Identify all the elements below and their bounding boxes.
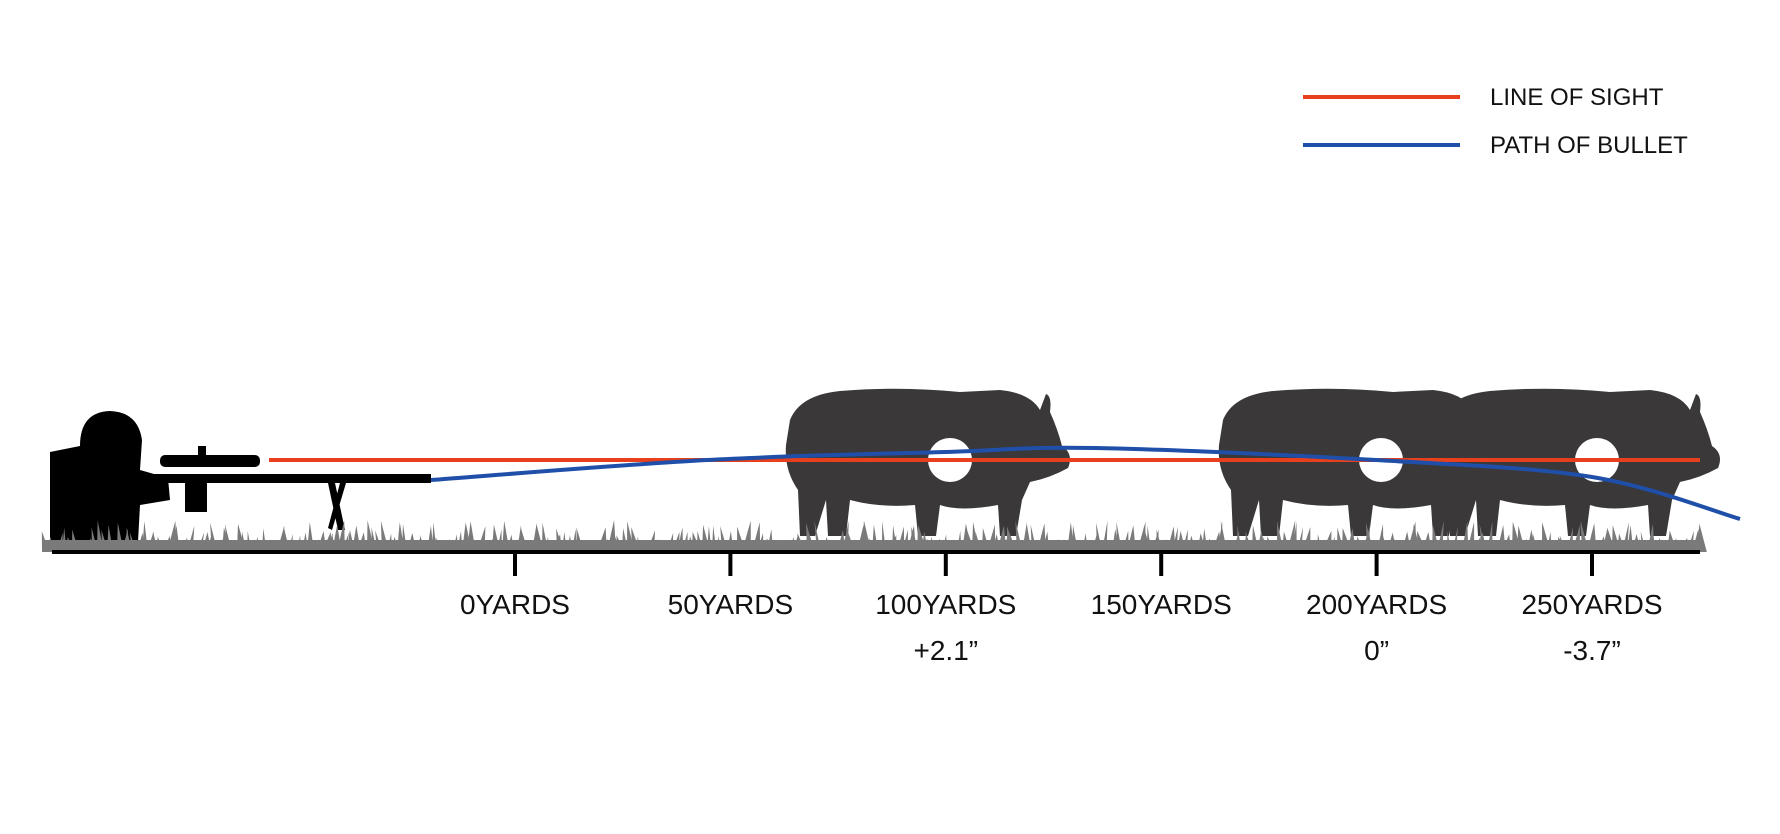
- tick-label: 50YARDS: [668, 589, 794, 620]
- targets: [785, 388, 1720, 536]
- drop-label: 0”: [1364, 635, 1389, 666]
- grass-strip: [41, 520, 1707, 552]
- hog-target-icon: [785, 388, 1070, 536]
- tick-label: 100YARDS: [875, 589, 1016, 620]
- distance-ticks: 0YARDS 50YARDS 100YARDS +2.1” 150YARDS 200YAR…: [460, 552, 1663, 666]
- prone-shooter-with-scoped-rifle-icon: [50, 411, 431, 542]
- legend-line-of-sight-label: LINE OF SIGHT: [1490, 84, 1664, 111]
- tick-label: 200YARDS: [1306, 589, 1447, 620]
- drop-label: +2.1”: [913, 635, 978, 666]
- path-of-bullet: [430, 445, 1741, 521]
- tick-label: 150YARDS: [1091, 589, 1232, 620]
- tick-label: 0YARDS: [460, 589, 570, 620]
- drop-label: -3.7”: [1563, 635, 1621, 666]
- legend: LINE OF SIGHT PATH OF BULLET: [1303, 84, 1688, 159]
- legend-path-of-bullet-label: PATH OF BULLET: [1490, 132, 1688, 159]
- tick-label: 250YARDS: [1521, 589, 1662, 620]
